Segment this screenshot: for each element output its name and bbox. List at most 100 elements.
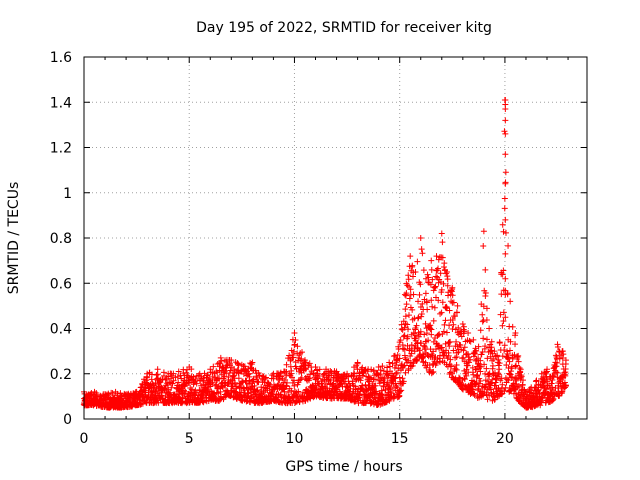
data-point-peak bbox=[438, 230, 445, 237]
data-point-peak bbox=[112, 388, 119, 395]
data-point bbox=[451, 313, 458, 320]
data-point bbox=[499, 322, 506, 329]
data-point bbox=[429, 303, 436, 310]
data-point-peak bbox=[280, 368, 287, 375]
data-point bbox=[293, 365, 300, 372]
data-point bbox=[430, 368, 437, 375]
data-point bbox=[536, 391, 543, 398]
data-point bbox=[284, 379, 291, 386]
data-point bbox=[562, 369, 569, 376]
data-point bbox=[423, 299, 430, 306]
data-point bbox=[512, 362, 519, 369]
data-point bbox=[504, 348, 511, 355]
data-point bbox=[161, 385, 168, 392]
data-point bbox=[495, 384, 502, 391]
data-point bbox=[218, 357, 225, 364]
data-point bbox=[410, 291, 417, 298]
data-point bbox=[204, 371, 211, 378]
data-point-peak bbox=[459, 320, 466, 327]
data-point bbox=[532, 378, 539, 385]
data-point bbox=[143, 377, 150, 384]
data-point bbox=[425, 337, 432, 344]
data-point bbox=[477, 378, 484, 385]
data-point bbox=[491, 396, 498, 403]
data-point-peak bbox=[470, 336, 477, 343]
data-point-spike bbox=[502, 117, 509, 124]
data-point bbox=[447, 338, 454, 345]
data-point bbox=[467, 356, 474, 363]
data-point bbox=[398, 326, 405, 333]
data-point bbox=[302, 366, 309, 373]
data-point bbox=[438, 309, 445, 316]
data-point bbox=[142, 389, 149, 396]
data-point bbox=[389, 360, 396, 367]
y-tick-label: 0.4 bbox=[50, 322, 72, 338]
data-point bbox=[501, 388, 508, 395]
data-point bbox=[477, 357, 484, 364]
data-point bbox=[514, 384, 521, 391]
data-point bbox=[153, 372, 160, 379]
data-point bbox=[501, 342, 508, 349]
data-point bbox=[416, 347, 423, 354]
data-point-peak bbox=[491, 348, 498, 355]
data-point bbox=[482, 343, 489, 350]
data-point bbox=[501, 128, 508, 135]
data-point bbox=[332, 383, 339, 390]
data-point bbox=[479, 311, 486, 318]
data-point bbox=[417, 281, 424, 288]
data-point bbox=[221, 382, 228, 389]
data-point bbox=[493, 353, 500, 360]
data-point-spike bbox=[502, 180, 509, 187]
data-point bbox=[499, 271, 506, 278]
data-point-peak bbox=[123, 391, 130, 398]
data-point bbox=[289, 379, 296, 386]
data-point-peak bbox=[486, 325, 493, 332]
data-point bbox=[210, 363, 217, 370]
data-point bbox=[297, 376, 304, 383]
data-point bbox=[480, 335, 487, 342]
data-point bbox=[406, 263, 413, 270]
grid-lines bbox=[84, 57, 587, 419]
data-point bbox=[243, 378, 250, 385]
data-point bbox=[502, 229, 509, 236]
data-point bbox=[500, 309, 507, 316]
data-point bbox=[438, 345, 445, 352]
data-point-peak bbox=[417, 235, 424, 241]
data-point bbox=[159, 395, 166, 402]
data-point bbox=[420, 267, 427, 274]
data-point bbox=[488, 338, 495, 345]
y-tick-label: 0 bbox=[63, 412, 72, 428]
axis-ticks bbox=[83, 56, 587, 420]
data-point bbox=[501, 347, 508, 354]
data-point bbox=[170, 377, 177, 384]
data-point-peak bbox=[538, 370, 545, 377]
data-point bbox=[188, 386, 195, 393]
data-point bbox=[409, 362, 416, 369]
data-point bbox=[448, 362, 455, 369]
data-point bbox=[514, 354, 521, 361]
data-point bbox=[294, 343, 301, 350]
x-tick-label: 20 bbox=[496, 431, 514, 447]
data-point-peak bbox=[144, 370, 151, 377]
data-point-peak bbox=[412, 268, 419, 275]
data-point bbox=[455, 324, 462, 331]
data-point-peak bbox=[133, 388, 140, 395]
data-point bbox=[387, 363, 394, 370]
data-point-peak bbox=[249, 359, 256, 366]
data-point bbox=[502, 169, 509, 176]
data-point bbox=[440, 280, 447, 287]
data-point bbox=[482, 266, 489, 273]
data-point bbox=[458, 333, 465, 340]
data-point bbox=[500, 228, 507, 235]
data-point bbox=[515, 352, 522, 359]
data-point bbox=[175, 379, 182, 386]
data-point-spike bbox=[502, 151, 509, 158]
data-point-peak bbox=[196, 370, 203, 377]
data-point bbox=[438, 344, 445, 351]
data-point-peak bbox=[475, 343, 482, 350]
data-point bbox=[449, 316, 456, 323]
data-point bbox=[512, 376, 519, 383]
data-point bbox=[405, 312, 412, 319]
